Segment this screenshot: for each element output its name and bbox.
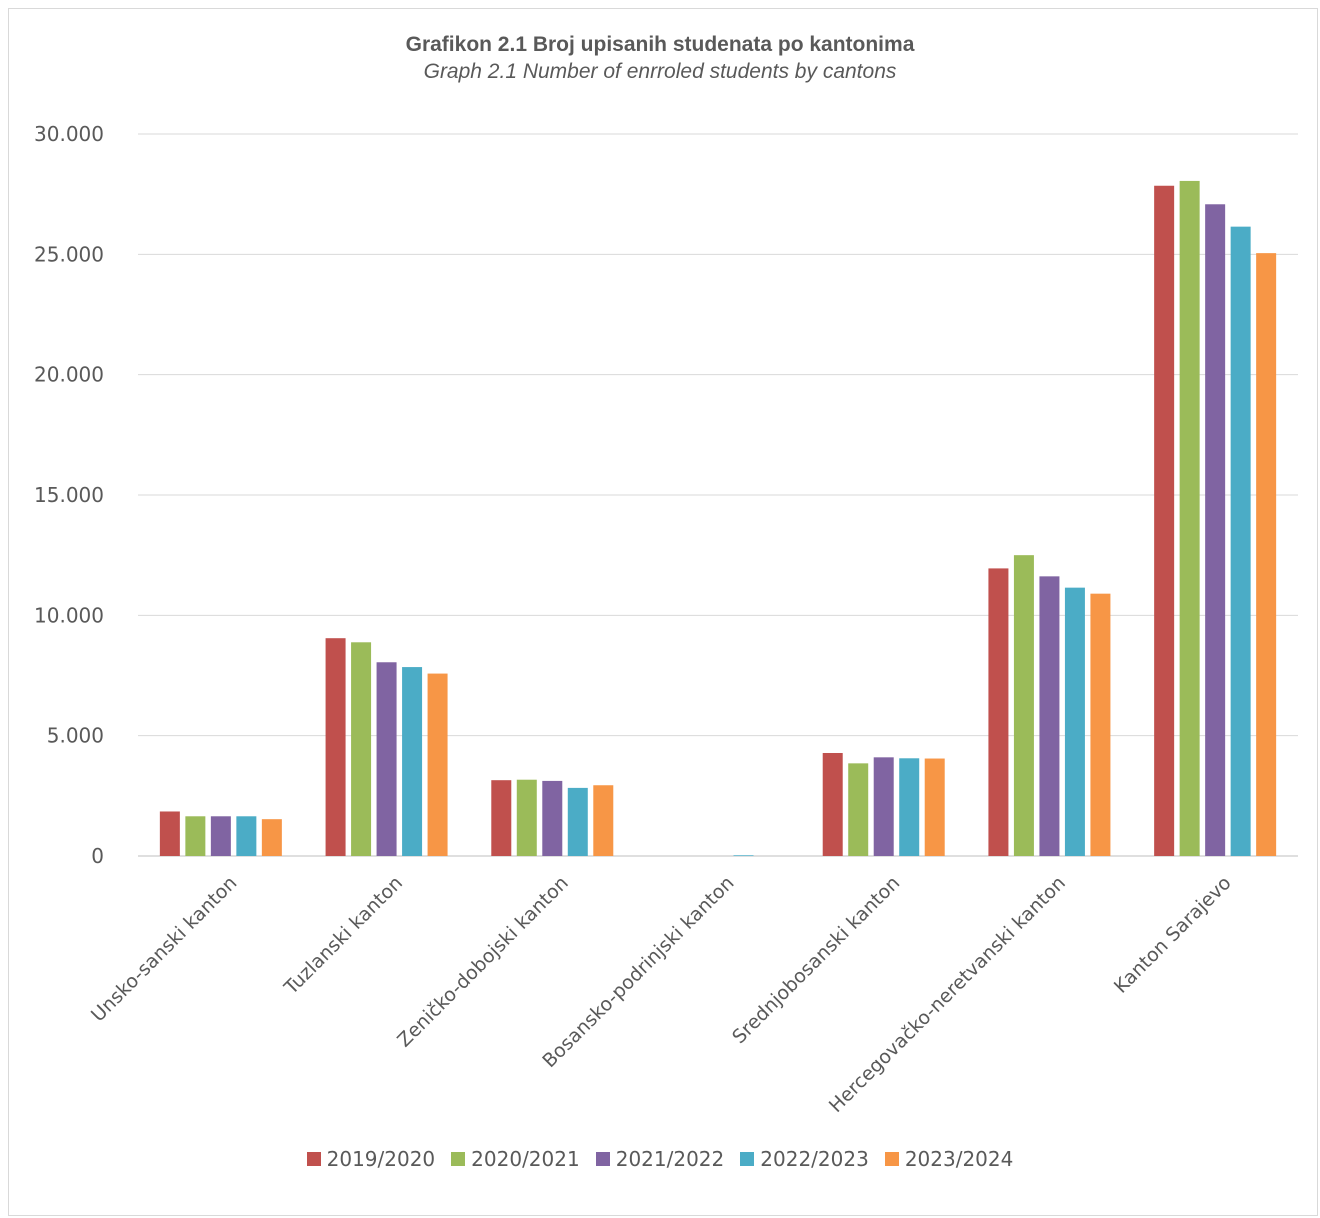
legend-label: 2022/2023	[760, 1147, 869, 1171]
chart-subtitle: Graph 2.1 Number of enrroled students by…	[423, 60, 897, 83]
y-tick-label: 20.000	[34, 363, 104, 387]
bar	[822, 752, 843, 856]
legend-label: 2019/2020	[326, 1147, 436, 1171]
bar	[924, 758, 945, 856]
bar	[185, 816, 206, 856]
bar	[567, 787, 588, 856]
bar	[325, 638, 346, 856]
y-tick-label: 15.000	[34, 483, 104, 507]
y-tick-label: 5.000	[47, 724, 104, 748]
x-tick-label: Kanton Sarajevo	[1110, 872, 1236, 998]
x-tick-label: Srednjobosanski kanton	[728, 872, 904, 1048]
x-tick-label: Unsko-sanski kanton	[87, 872, 241, 1026]
legend-item: 2021/2022	[595, 1147, 725, 1171]
y-tick-label: 0	[91, 844, 104, 868]
legend-label: 2021/2022	[615, 1147, 725, 1171]
legend-label: 2020/2021	[471, 1147, 580, 1171]
bar	[1230, 226, 1251, 856]
bar	[1179, 180, 1200, 856]
bar	[542, 780, 563, 856]
bar	[1256, 253, 1277, 856]
legend-item: 2020/2021	[451, 1147, 580, 1171]
bar	[593, 785, 614, 856]
bar	[402, 667, 423, 856]
bar	[873, 757, 894, 856]
legend-item: 2019/2020	[306, 1147, 436, 1171]
y-tick-label: 25.000	[34, 242, 104, 266]
legend-item: 2022/2023	[740, 1147, 869, 1171]
bar	[1090, 593, 1111, 856]
bar	[1039, 576, 1060, 856]
bar	[516, 779, 537, 856]
legend-swatch	[740, 1152, 755, 1166]
bar	[159, 811, 180, 856]
bar	[427, 673, 448, 856]
legend-swatch	[884, 1152, 899, 1166]
y-tick-label: 30.000	[34, 122, 104, 146]
bar	[210, 816, 231, 856]
x-tick-label: Zeničko-dobojski kanton	[393, 872, 573, 1052]
bar	[351, 642, 372, 856]
bar	[1064, 587, 1085, 856]
bar	[988, 568, 1009, 856]
chart-title: Grafikon 2.1 Broj upisanih studenata po …	[405, 33, 915, 56]
legend-item: 2023/2024	[884, 1147, 1014, 1171]
legend-swatch	[306, 1152, 321, 1166]
bar	[491, 780, 512, 856]
chart-legend: 2019/2020 2020/2021 2021/2022 2022/2023 2023…	[0, 1144, 1320, 1174]
bar	[1013, 555, 1034, 856]
bar	[848, 763, 869, 856]
bar	[376, 662, 397, 856]
x-tick-label: Bosansko-podrinjski kanton	[538, 872, 738, 1072]
bar	[1154, 185, 1175, 856]
legend-label: 2023/2024	[904, 1147, 1014, 1171]
bar	[1205, 204, 1226, 857]
legend-swatch	[451, 1152, 466, 1166]
y-tick-label: 10.000	[34, 603, 104, 627]
bar	[261, 819, 282, 856]
bar	[733, 855, 754, 856]
bar	[236, 816, 257, 856]
bar	[899, 758, 920, 856]
legend-swatch	[595, 1152, 610, 1166]
x-tick-label: Tuzlanski kanton	[280, 872, 408, 1000]
